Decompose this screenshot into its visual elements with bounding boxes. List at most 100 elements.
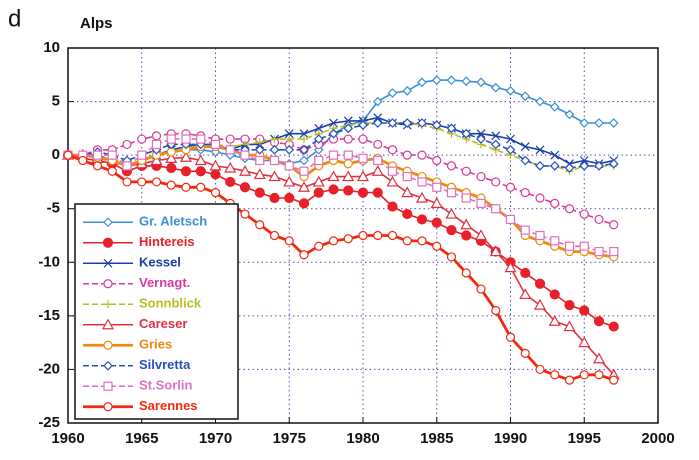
- marker: [225, 134, 235, 144]
- x-tick-label: 1980: [346, 430, 379, 447]
- legend-marker: [104, 300, 112, 309]
- legend-label: Hintereis: [139, 234, 195, 249]
- series: [63, 134, 619, 257]
- marker: [372, 96, 383, 107]
- marker: [416, 214, 428, 225]
- x-tick-label: 2000: [641, 430, 674, 447]
- legend-marker: [103, 258, 113, 268]
- marker: [563, 320, 576, 332]
- marker: [196, 182, 206, 192]
- marker: [564, 163, 575, 173]
- marker: [343, 159, 353, 169]
- marker: [446, 188, 457, 198]
- marker: [285, 135, 294, 144]
- marker: [92, 161, 103, 171]
- legend-label: Silvretta: [139, 357, 191, 372]
- marker: [387, 145, 398, 155]
- marker: [594, 214, 604, 225]
- marker: [328, 184, 339, 195]
- marker: [489, 245, 502, 257]
- marker: [461, 268, 471, 278]
- marker: [579, 241, 589, 251]
- marker: [240, 209, 250, 219]
- marker: [358, 134, 368, 144]
- marker: [297, 181, 311, 192]
- marker: [491, 305, 501, 316]
- marker: [594, 246, 604, 257]
- marker: [299, 250, 309, 260]
- marker: [284, 236, 294, 246]
- y-tick-label: 10: [43, 39, 60, 56]
- marker: [579, 209, 589, 219]
- legend-marker: [103, 340, 113, 350]
- marker: [284, 161, 294, 171]
- y-tick-label: 0: [52, 146, 60, 163]
- marker: [579, 305, 590, 316]
- marker: [224, 161, 237, 173]
- marker: [269, 230, 280, 241]
- marker: [387, 118, 398, 128]
- marker: [505, 214, 516, 225]
- series: [64, 119, 618, 176]
- y-tick-label: -15: [38, 307, 60, 324]
- marker: [269, 144, 280, 155]
- marker: [476, 284, 486, 294]
- marker: [550, 150, 560, 160]
- marker: [238, 164, 252, 176]
- marker: [432, 155, 442, 166]
- marker: [299, 166, 309, 176]
- marker: [387, 230, 398, 241]
- marker: [299, 155, 309, 166]
- marker: [609, 220, 619, 230]
- legend-marker: [103, 381, 113, 391]
- marker: [579, 118, 590, 128]
- marker: [387, 88, 398, 98]
- marker: [372, 187, 383, 198]
- marker: [445, 207, 458, 219]
- marker: [312, 175, 325, 187]
- marker: [239, 182, 251, 193]
- marker: [122, 177, 132, 187]
- marker: [446, 75, 457, 85]
- marker: [608, 321, 619, 332]
- marker: [520, 225, 530, 235]
- marker: [402, 118, 413, 128]
- marker: [432, 241, 442, 251]
- marker: [535, 364, 545, 375]
- marker: [549, 289, 560, 300]
- marker: [564, 204, 575, 214]
- y-tick-label: -20: [38, 360, 60, 377]
- marker: [564, 241, 575, 251]
- marker: [358, 120, 368, 130]
- marker: [358, 230, 368, 241]
- marker: [387, 201, 398, 212]
- marker: [564, 375, 575, 385]
- marker: [491, 131, 501, 141]
- marker: [270, 135, 279, 144]
- x-tick-label: 1975: [273, 430, 306, 447]
- legend-marker: [103, 402, 113, 412]
- marker: [446, 161, 457, 171]
- marker: [505, 86, 516, 96]
- marker: [550, 198, 560, 208]
- marker: [550, 370, 560, 380]
- marker: [373, 155, 383, 166]
- x-tick-label: 1965: [125, 430, 158, 447]
- marker: [137, 177, 147, 187]
- legend-marker: [102, 237, 114, 248]
- marker: [476, 77, 486, 88]
- marker: [461, 193, 471, 203]
- marker: [314, 123, 324, 133]
- marker: [196, 134, 206, 144]
- marker: [371, 164, 384, 176]
- marker: [535, 96, 545, 107]
- marker: [166, 180, 176, 190]
- marker: [357, 187, 369, 198]
- marker: [417, 150, 427, 160]
- marker: [284, 192, 295, 204]
- legend-label: Vernagt.: [139, 275, 190, 290]
- x-tick-label: 1990: [494, 430, 527, 447]
- marker: [194, 154, 207, 166]
- marker: [137, 150, 147, 160]
